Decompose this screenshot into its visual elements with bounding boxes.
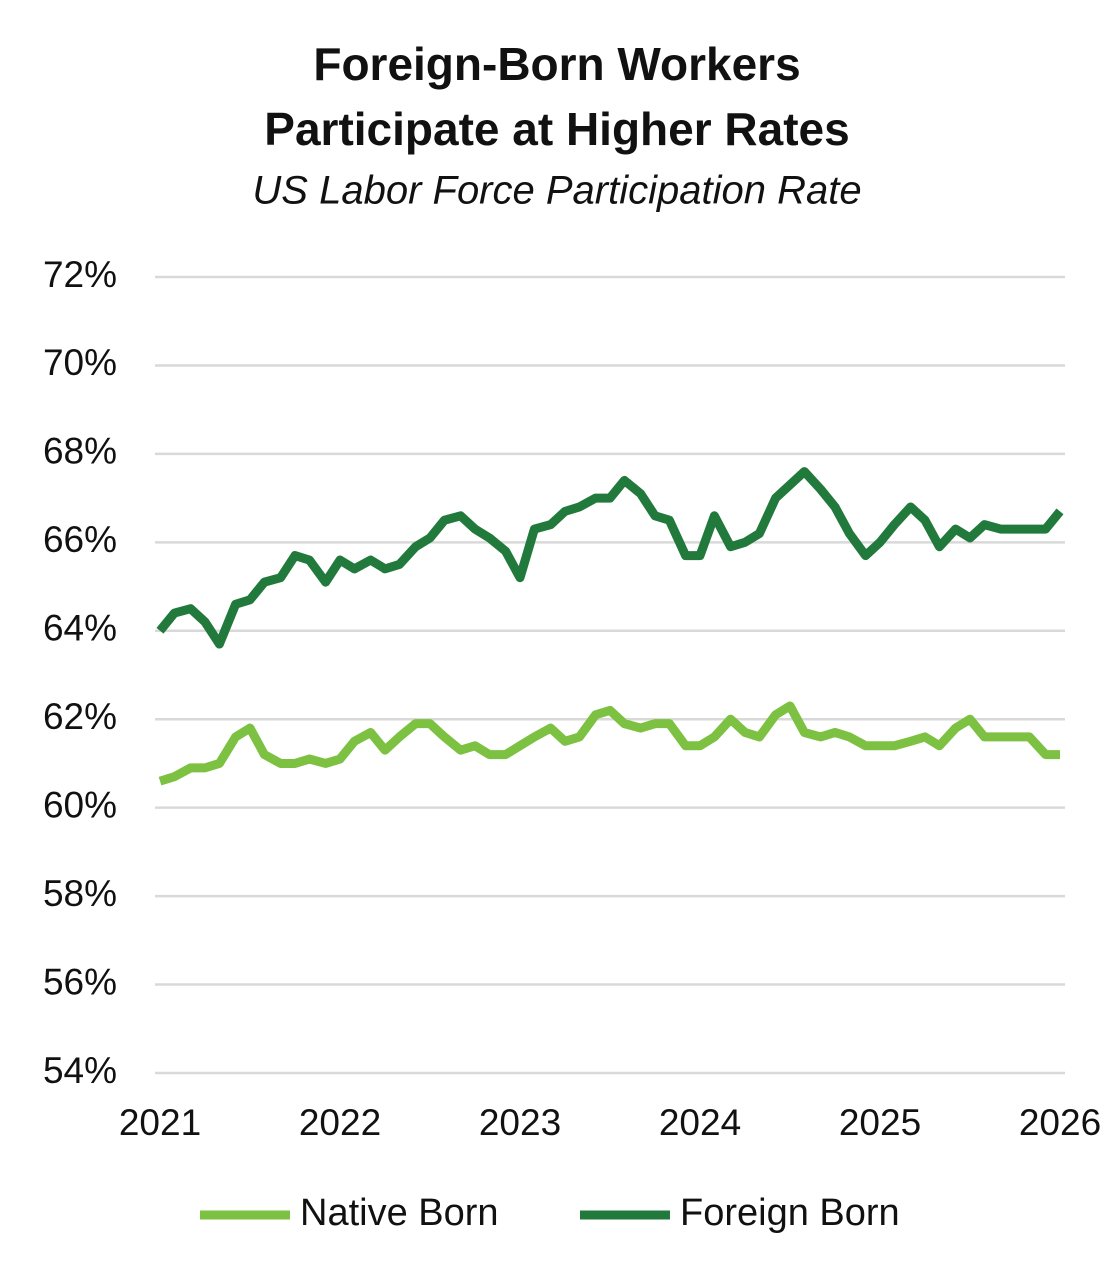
x-tick-label: 2024: [659, 1102, 741, 1143]
x-tick-label: 2026: [1019, 1102, 1101, 1143]
x-tick-label: 2023: [479, 1102, 561, 1143]
y-tick-label: 64%: [43, 608, 117, 649]
y-tick-label: 54%: [43, 1050, 117, 1091]
x-tick-label: 2021: [119, 1102, 201, 1143]
y-tick-label: 66%: [43, 519, 117, 560]
y-tick-label: 68%: [43, 431, 117, 472]
y-tick-label: 70%: [43, 342, 117, 383]
y-tick-label: 62%: [43, 696, 117, 737]
y-tick-label: 72%: [43, 254, 117, 295]
chart-subtitle: US Labor Force Participation Rate: [252, 169, 861, 213]
y-tick-label: 58%: [43, 873, 117, 914]
chart-title: Foreign-Born Workers: [313, 38, 800, 90]
series-line: [158, 701, 1060, 786]
series-line: [156, 467, 1064, 649]
x-tick-label: 2025: [839, 1102, 921, 1143]
y-tick-label: 60%: [43, 784, 117, 825]
legend-label: Foreign Born: [680, 1192, 900, 1234]
legend-label: Native Born: [300, 1192, 499, 1234]
chart-title: Participate at Higher Rates: [264, 103, 849, 155]
y-tick-label: 56%: [43, 961, 117, 1002]
x-tick-label: 2022: [299, 1102, 381, 1143]
